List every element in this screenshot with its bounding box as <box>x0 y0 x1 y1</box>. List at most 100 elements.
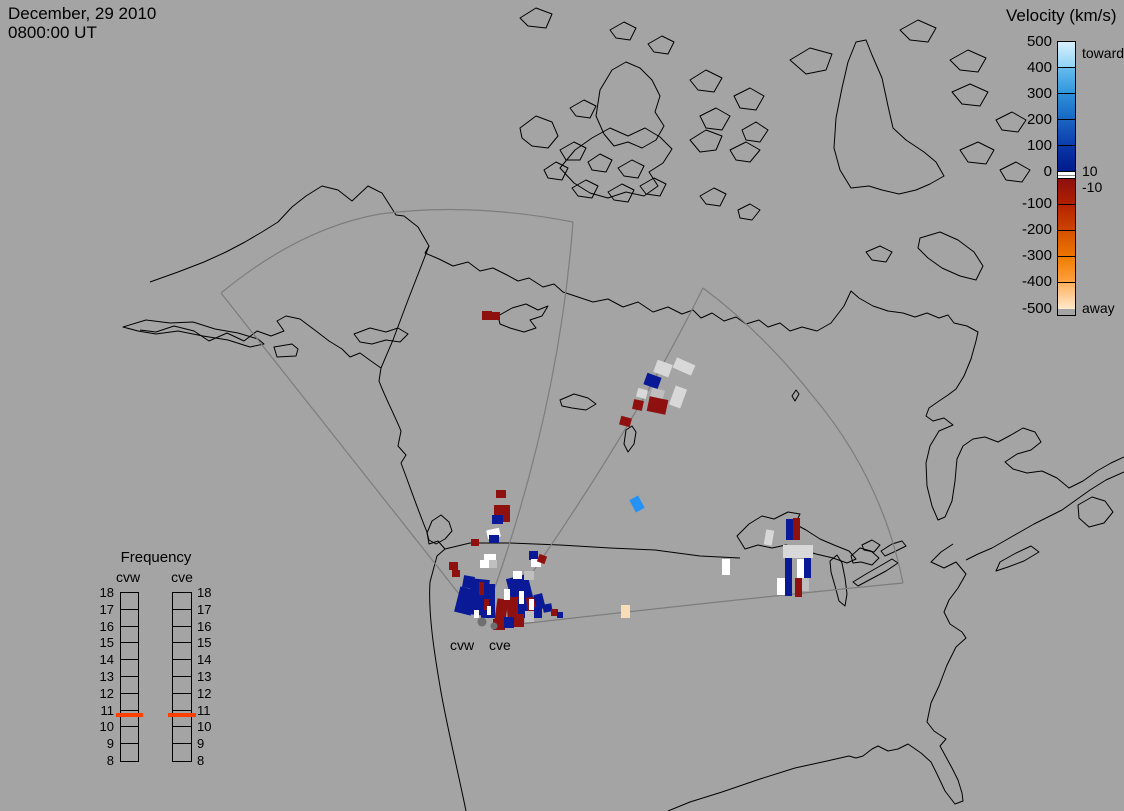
frequency-cell <box>121 727 138 745</box>
colorbar-segment-200-100 <box>1058 120 1075 146</box>
colorbar-segment-300-200 <box>1058 94 1075 120</box>
colorbar-segment--300--400 <box>1058 257 1075 283</box>
velocity-cell <box>621 605 630 618</box>
velocity-cell <box>493 619 505 630</box>
colorbar-minus10-label: -10 <box>1082 179 1103 195</box>
frequency-tick-cvw-12: 12 <box>99 685 114 701</box>
frequency-legend-title: Frequency <box>120 549 192 566</box>
frequency-cell <box>121 744 138 761</box>
velocity-cell <box>529 551 538 560</box>
velocity-cell <box>672 357 696 376</box>
velocity-cell <box>480 560 489 568</box>
velocity-cell <box>629 495 645 513</box>
velocity-cell <box>551 609 558 616</box>
velocity-cell <box>783 545 813 558</box>
velocity-cell <box>786 519 793 540</box>
frequency-cell <box>173 643 191 661</box>
velocity-cell <box>797 559 804 578</box>
frequency-cell <box>121 677 138 694</box>
frequency-tick-cve-8: 8 <box>197 753 205 768</box>
velocity-cell <box>632 399 644 411</box>
colorbar-tick--200: -200 <box>1021 221 1052 238</box>
frequency-tick-cve-12: 12 <box>197 685 212 701</box>
velocity-cell <box>489 560 497 568</box>
colorbar-segment--200--300 <box>1058 231 1075 257</box>
velocity-cell <box>531 559 541 567</box>
colorbar-segment--10--100 <box>1058 179 1075 205</box>
colorbar-toward-label: toward <box>1082 45 1124 61</box>
velocity-cell <box>557 612 563 618</box>
velocity-cell <box>653 359 673 378</box>
radar-label-cvw: cvw <box>450 637 475 653</box>
frequency-marker-cvw <box>116 712 143 717</box>
colorbar-segment--400--500 <box>1058 283 1075 309</box>
frequency-cell <box>173 660 191 677</box>
velocity-cell <box>474 610 479 618</box>
colorbar-tick-200: 200 <box>1026 111 1052 128</box>
velocity-cell <box>479 582 484 595</box>
velocity-cell <box>452 570 460 577</box>
colorbar-tick-100: 100 <box>1026 137 1052 154</box>
velocity-cell <box>536 553 548 565</box>
velocity-cell <box>491 312 500 320</box>
frequency-cell <box>173 744 191 761</box>
frequency-tick-cve-16: 16 <box>197 618 212 634</box>
velocity-cell <box>484 599 489 610</box>
frequency-tick-cvw-16: 16 <box>99 618 114 634</box>
frequency-cell <box>173 593 191 610</box>
frequency-tick-cve-15: 15 <box>197 635 212 651</box>
frequency-tick-cvw-11: 11 <box>100 702 115 718</box>
velocity-cell <box>482 311 492 320</box>
colorbar-tick--100: -100 <box>1021 195 1052 212</box>
velocity-cell <box>542 603 553 613</box>
velocity-cell <box>471 539 479 546</box>
frequency-tick-cve-14: 14 <box>197 652 212 668</box>
frequency-column-cvw-label: cvw <box>115 569 141 585</box>
colorbar-plus10-label: 10 <box>1082 163 1098 179</box>
velocity-cell <box>650 387 665 400</box>
velocity-cell <box>487 606 491 615</box>
frequency-tick-cvw-9: 9 <box>106 736 114 752</box>
colorbar-segment-400-300 <box>1058 68 1075 94</box>
frequency-tick-cve-13: 13 <box>197 669 212 684</box>
velocity-cell <box>763 529 775 546</box>
frequency-cell <box>173 610 191 627</box>
frequency-cell <box>121 711 138 728</box>
velocity-cell <box>668 385 688 409</box>
frequency-cell <box>173 694 191 711</box>
frequency-tick-cvw-17: 17 <box>99 601 114 617</box>
velocity-cell <box>489 535 499 543</box>
frequency-tick-cvw-10: 10 <box>99 719 114 735</box>
velocity-cell <box>494 598 509 621</box>
frequency-cell <box>121 627 138 644</box>
velocity-cell <box>646 396 669 415</box>
velocity-cell <box>525 611 534 622</box>
date-text: December, 29 2010 <box>8 4 157 23</box>
velocity-cell <box>496 490 506 498</box>
colorbar-title: Velocity (km/s) <box>1006 6 1117 25</box>
frequency-cell <box>121 660 138 677</box>
colorbar-tick--400: -400 <box>1021 273 1052 290</box>
radar-sites-group: cvw cve <box>450 617 511 653</box>
frequency-tick-cve-10: 10 <box>197 719 212 735</box>
frequency-cell <box>173 711 191 728</box>
colorbar-tick--300: -300 <box>1021 247 1052 264</box>
velocity-cell <box>643 372 662 390</box>
timestamp: December, 29 2010 0800:00 UT <box>8 4 156 42</box>
frequency-marker-cve <box>168 712 196 717</box>
frequency-tick-cve-9: 9 <box>197 736 205 752</box>
velocity-cell <box>514 614 524 627</box>
colorbar-tick-400: 400 <box>1026 59 1052 76</box>
velocity-cell <box>504 589 510 600</box>
velocity-cell <box>804 558 811 578</box>
frequency-cell <box>121 610 138 627</box>
frequency-tick-cve-11: 11 <box>197 702 211 718</box>
velocity-cell <box>534 607 542 618</box>
velocity-cell <box>785 578 792 596</box>
velocity-cell <box>513 571 522 579</box>
velocity-cell <box>529 599 534 610</box>
colorbar-segment--100--200 <box>1058 205 1075 231</box>
frequency-tick-cvw-15: 15 <box>99 635 114 651</box>
